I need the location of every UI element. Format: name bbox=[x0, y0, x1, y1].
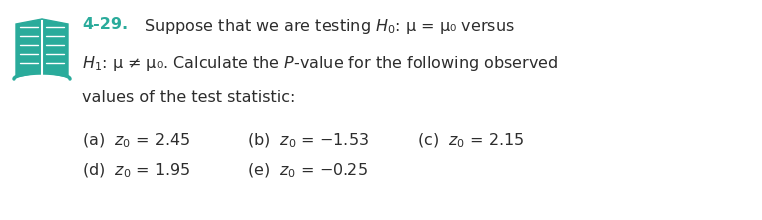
Text: (b)  $z_0$ = −1.53: (b) $z_0$ = −1.53 bbox=[247, 132, 369, 150]
Text: values of the test statistic:: values of the test statistic: bbox=[82, 90, 296, 105]
Text: (a)  $z_0$ = 2.45: (a) $z_0$ = 2.45 bbox=[82, 132, 190, 150]
Text: $\mathit{H}_1$: μ ≠ μ₀. Calculate the $\mathit{P}$-value for the following obser: $\mathit{H}_1$: μ ≠ μ₀. Calculate the $\… bbox=[82, 53, 559, 73]
Text: (c)  $z_0$ = 2.15: (c) $z_0$ = 2.15 bbox=[417, 132, 524, 150]
Text: Suppose that we are testing $\mathit{H}_0$: μ = μ₀ versus: Suppose that we are testing $\mathit{H}_… bbox=[134, 17, 514, 36]
Polygon shape bbox=[16, 19, 42, 77]
Text: (d)  $z_0$ = 1.95: (d) $z_0$ = 1.95 bbox=[82, 162, 190, 180]
Text: (e)  $z_0$ = −0.25: (e) $z_0$ = −0.25 bbox=[247, 162, 368, 180]
Polygon shape bbox=[42, 19, 68, 77]
Text: 4-29.: 4-29. bbox=[82, 17, 128, 32]
